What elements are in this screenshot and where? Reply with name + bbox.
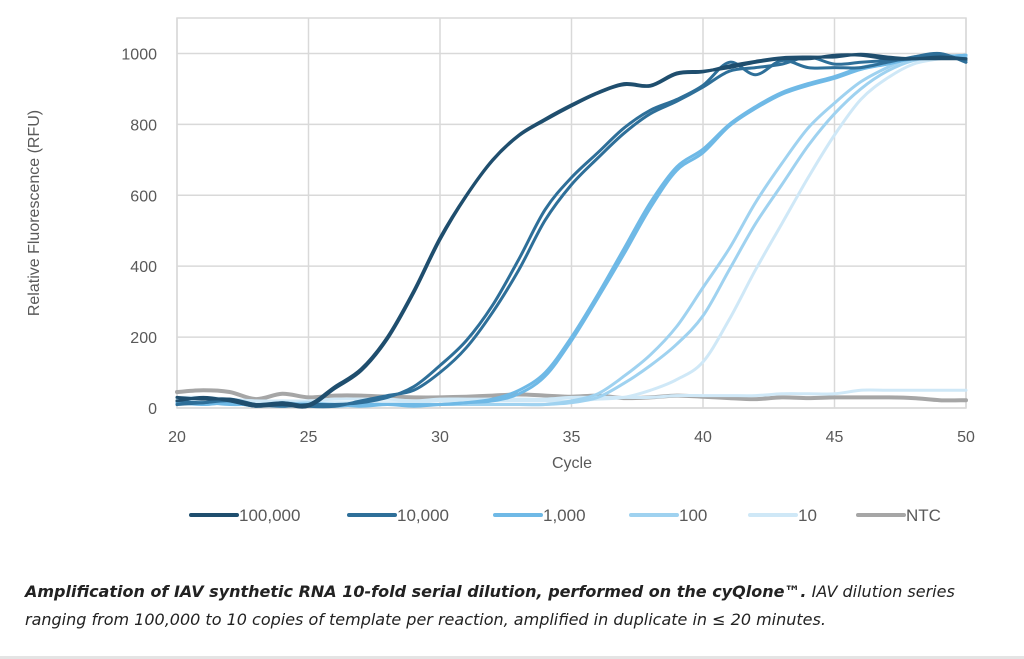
y-axis-title: Relative Fluorescence (RFU) [26,110,43,316]
legend: 100,000 10,000 1,000 100 10 NTC [189,506,941,525]
x-axis-title: Cycle [552,455,592,472]
x-tick-label: 20 [168,429,186,446]
amplification-chart: 0 200 400 600 800 1000 20 25 30 35 40 45 50 Cycle R… [26,17,975,525]
caption-body: IAV dilution series ranging from 100,000… [25,582,955,629]
x-tick-label: 40 [694,429,712,446]
figure-caption: Amplification of IAV synthetic RNA 10-fo… [25,578,1015,634]
y-tick-label: 1000 [121,46,157,63]
legend-label: 10 [798,506,817,525]
y-tick-label: 800 [130,117,157,134]
y-tick-label: 200 [130,330,157,347]
x-tick-label: 35 [563,429,581,446]
series-line-10-rep2 [175,388,968,403]
legend-label: 100 [679,506,707,525]
y-tick-labels: 0 200 400 600 800 1000 [121,46,157,418]
y-tick-label: 600 [130,188,157,205]
x-tick-label: 30 [431,429,449,446]
series-line-100-rep1 [175,53,968,407]
bottom-divider [0,656,1024,659]
y-tick-label: 400 [130,259,157,276]
y-tick-label: 0 [148,401,157,418]
series-line-100000-rep1 [175,53,968,407]
x-tick-label: 50 [957,429,975,446]
legend-label: 10,000 [397,506,449,525]
series-lines [175,51,968,409]
legend-label: 100,000 [239,506,300,525]
x-tick-label: 25 [300,429,318,446]
grid [176,17,967,409]
caption-title: Amplification of IAV synthetic RNA 10-fo… [25,582,807,601]
x-tick-label: 45 [826,429,844,446]
legend-label: 1,000 [543,506,586,525]
x-tick-labels: 20 25 30 35 40 45 50 [168,429,975,446]
legend-label: NTC [906,506,941,525]
